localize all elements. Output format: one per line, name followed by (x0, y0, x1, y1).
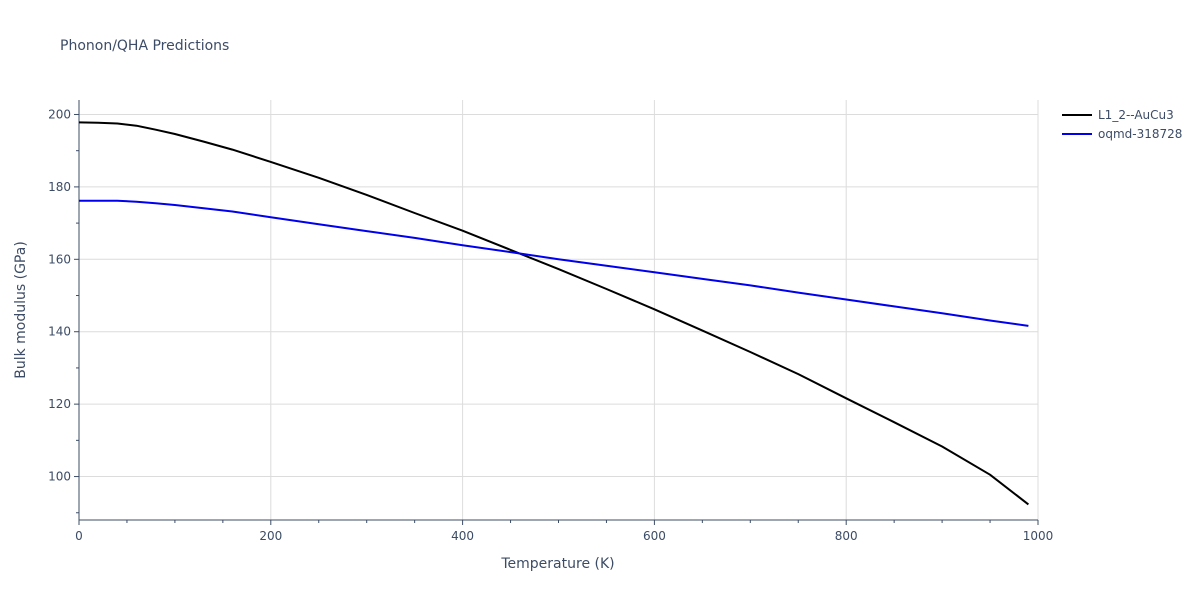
x-tick-label: 400 (451, 529, 474, 543)
series-line-1 (78, 121, 1030, 506)
x-tick-label: 1000 (1023, 529, 1054, 543)
x-tick-label: 800 (835, 529, 858, 543)
grid-layer (79, 100, 1039, 520)
legend-label: L1_2--AuCu3 (1098, 108, 1174, 122)
x-tick-label: 600 (643, 529, 666, 543)
y-tick-label: 180 (48, 180, 71, 194)
axes-layer: 0 200 400 600 800 1000 100 120 140 160 180 200 (48, 100, 1053, 543)
y-tick-label: 200 (48, 107, 71, 121)
series-layer (78, 121, 1030, 506)
series-line-2 (79, 199, 1029, 327)
y-axis-title: Bulk modulus (GPa) (13, 241, 29, 379)
y-tick-label: 160 (48, 252, 71, 266)
legend[interactable]: L1_2--AuCu3 oqmd-318728 (1062, 108, 1182, 141)
y-tick-label: 120 (48, 397, 71, 411)
x-tick-label: 0 (75, 529, 83, 543)
x-tick-label: 200 (259, 529, 282, 543)
chart-title: Phonon/QHA Predictions (60, 38, 229, 54)
legend-item-2[interactable]: oqmd-318728 (1062, 127, 1182, 141)
legend-item-1[interactable]: L1_2--AuCu3 (1062, 108, 1174, 122)
y-tick-label: 140 (48, 325, 71, 339)
y-tick-label: 100 (48, 470, 71, 484)
x-axis-title: Temperature (K) (500, 556, 614, 572)
legend-label: oqmd-318728 (1098, 127, 1182, 141)
